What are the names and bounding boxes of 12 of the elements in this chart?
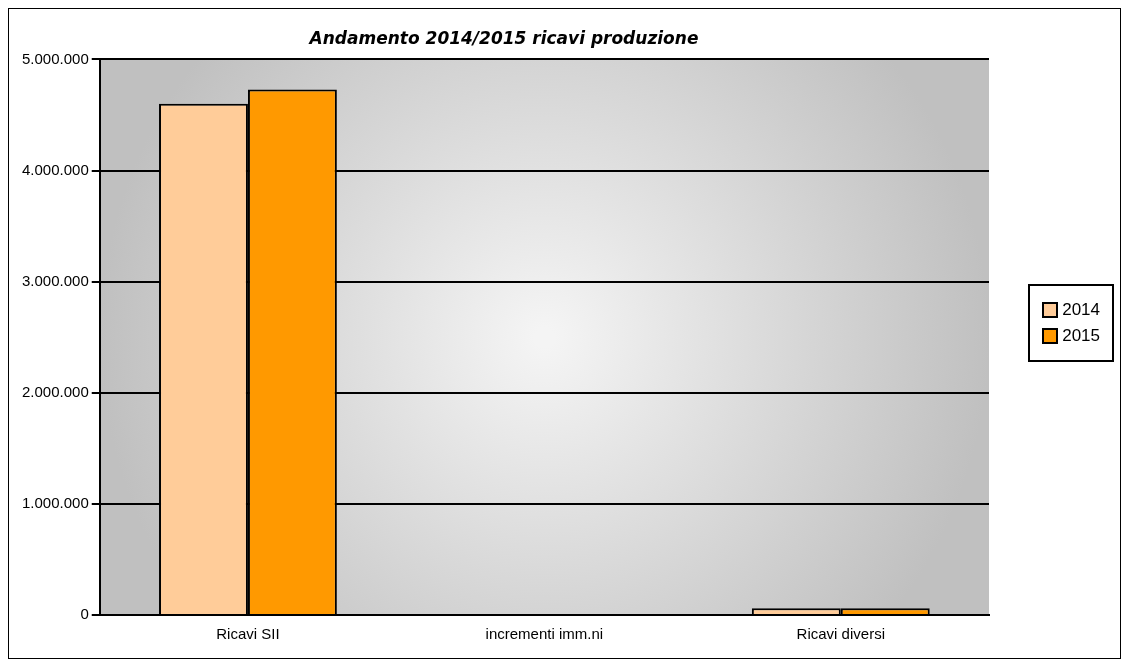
- y-tick-label: 2.000.000: [22, 382, 89, 400]
- y-tick-label: 4.000.000: [22, 160, 89, 178]
- y-tick-label: 5.000.000: [22, 49, 89, 67]
- legend-label: 2014: [1062, 300, 1100, 320]
- x-tick-label: Ricavi diversi: [796, 625, 885, 643]
- y-tick-label: 1.000.000: [22, 494, 89, 512]
- text: 2015: [1062, 326, 1100, 346]
- chart-title: Andamento 2014/2015 ricavi produzione: [307, 27, 699, 48]
- y-tick-label: 3.000.000: [22, 271, 89, 289]
- x-tick-label: incrementi imm.ni: [485, 625, 604, 643]
- y-tick-label: 0: [80, 605, 89, 623]
- x-tick-label: Ricavi SII: [216, 625, 280, 643]
